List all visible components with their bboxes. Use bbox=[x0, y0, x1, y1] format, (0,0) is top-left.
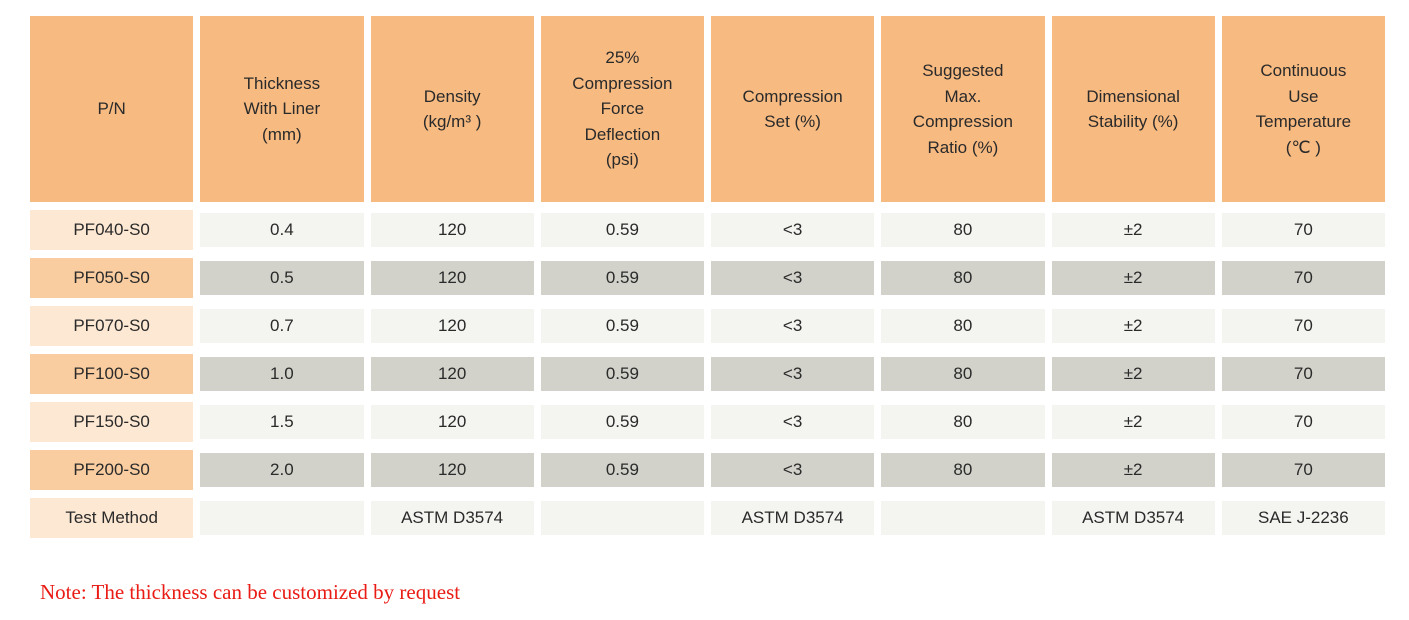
cell-continuous-use-temperature: 70 bbox=[1221, 453, 1385, 487]
cell-density: ASTM D3574 bbox=[370, 501, 534, 535]
cell-compression-force-deflection: 0.59 bbox=[540, 309, 704, 343]
cell-compression-set: <3 bbox=[711, 405, 875, 439]
cell-compression-set: <3 bbox=[711, 309, 875, 343]
cell-dimensional-stability: ±2 bbox=[1051, 405, 1215, 439]
row-label-pn: PF150-S0 bbox=[30, 402, 194, 442]
cell-density: 120 bbox=[370, 453, 534, 487]
cell-suggested-max-compression-ratio: 80 bbox=[881, 405, 1045, 439]
header-cell-compression-set: Compression Set (%) bbox=[711, 16, 875, 202]
row-label-pn: PF040-S0 bbox=[30, 210, 194, 250]
cell-continuous-use-temperature: 70 bbox=[1221, 309, 1385, 343]
cell-density: 120 bbox=[370, 357, 534, 391]
row-label-pn: PF070-S0 bbox=[30, 306, 194, 346]
cell-suggested-max-compression-ratio: 80 bbox=[881, 357, 1045, 391]
header-cell-density: Density (kg/m³ ) bbox=[370, 16, 534, 202]
cell-dimensional-stability: ±2 bbox=[1051, 309, 1215, 343]
cell-compression-set: <3 bbox=[711, 357, 875, 391]
cell-continuous-use-temperature: 70 bbox=[1221, 405, 1385, 439]
header-cell-suggested-max-compression-ratio: Suggested Max. Compression Ratio (%) bbox=[881, 16, 1045, 202]
cell-dimensional-stability: ±2 bbox=[1051, 453, 1215, 487]
cell-thickness-with-liner bbox=[200, 501, 364, 535]
cell-suggested-max-compression-ratio: 80 bbox=[881, 261, 1045, 295]
cell-compression-set: <3 bbox=[711, 213, 875, 247]
cell-dimensional-stability: ±2 bbox=[1051, 357, 1215, 391]
cell-thickness-with-liner: 2.0 bbox=[200, 453, 364, 487]
cell-compression-force-deflection: 0.59 bbox=[540, 405, 704, 439]
cell-density: 120 bbox=[370, 213, 534, 247]
header-cell-pn: P/N bbox=[30, 16, 194, 202]
cell-thickness-with-liner: 1.0 bbox=[200, 357, 364, 391]
header-cell-continuous-use-temperature: Continuous Use Temperature (℃ ) bbox=[1221, 16, 1385, 202]
row-label-test-method: Test Method bbox=[30, 498, 194, 538]
cell-dimensional-stability: ±2 bbox=[1051, 213, 1215, 247]
cell-compression-force-deflection: 0.59 bbox=[540, 213, 704, 247]
cell-continuous-use-temperature: 70 bbox=[1221, 213, 1385, 247]
cell-thickness-with-liner: 0.7 bbox=[200, 309, 364, 343]
cell-continuous-use-temperature: 70 bbox=[1221, 357, 1385, 391]
cell-compression-force-deflection: 0.59 bbox=[540, 261, 704, 295]
cell-suggested-max-compression-ratio bbox=[881, 501, 1045, 535]
cell-continuous-use-temperature: SAE J-2236 bbox=[1221, 501, 1385, 535]
cell-compression-force-deflection: 0.59 bbox=[540, 357, 704, 391]
row-label-pn: PF100-S0 bbox=[30, 354, 194, 394]
cell-thickness-with-liner: 1.5 bbox=[200, 405, 364, 439]
cell-compression-force-deflection: 0.59 bbox=[540, 453, 704, 487]
cell-density: 120 bbox=[370, 405, 534, 439]
cell-dimensional-stability: ASTM D3574 bbox=[1051, 501, 1215, 535]
row-label-pn: PF050-S0 bbox=[30, 258, 194, 298]
thickness-note: Note: The thickness can be customized by… bbox=[40, 580, 461, 604]
cell-suggested-max-compression-ratio: 80 bbox=[881, 213, 1045, 247]
cell-compression-set: <3 bbox=[711, 261, 875, 295]
cell-thickness-with-liner: 0.4 bbox=[200, 213, 364, 247]
spec-table: P/N Thickness With Liner (mm) Density (kg/… bbox=[30, 16, 1385, 538]
header-cell-compression-force-deflection: 25% Compression Force Deflection (psi) bbox=[540, 16, 704, 202]
header-cell-dimensional-stability: Dimensional Stability (%) bbox=[1051, 16, 1215, 202]
cell-dimensional-stability: ±2 bbox=[1051, 261, 1215, 295]
cell-continuous-use-temperature: 70 bbox=[1221, 261, 1385, 295]
header-cell-thickness-with-liner: Thickness With Liner (mm) bbox=[200, 16, 364, 202]
cell-density: 120 bbox=[370, 309, 534, 343]
cell-thickness-with-liner: 0.5 bbox=[200, 261, 364, 295]
cell-compression-set: ASTM D3574 bbox=[711, 501, 875, 535]
cell-suggested-max-compression-ratio: 80 bbox=[881, 309, 1045, 343]
cell-suggested-max-compression-ratio: 80 bbox=[881, 453, 1045, 487]
cell-compression-force-deflection bbox=[540, 501, 704, 535]
row-label-pn: PF200-S0 bbox=[30, 450, 194, 490]
cell-density: 120 bbox=[370, 261, 534, 295]
cell-compression-set: <3 bbox=[711, 453, 875, 487]
